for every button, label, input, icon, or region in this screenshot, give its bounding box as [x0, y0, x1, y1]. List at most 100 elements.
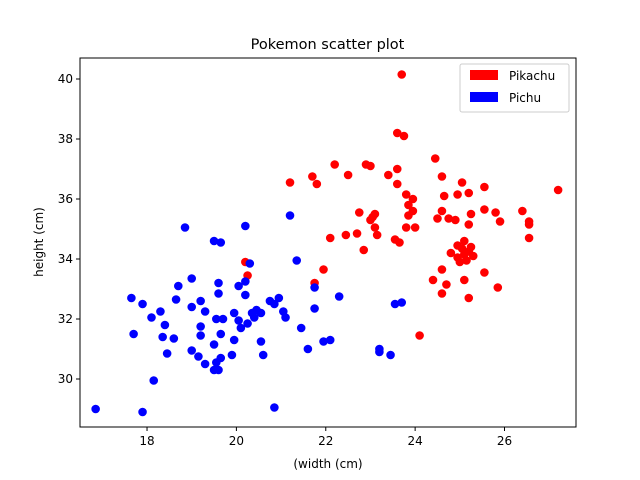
- data-point-pichu: [234, 281, 243, 291]
- data-point-pikachu: [359, 245, 369, 255]
- data-point-pichu: [187, 346, 197, 355]
- data-point-pikachu: [370, 223, 380, 232]
- data-point-pichu: [319, 337, 328, 346]
- data-point-pichu: [200, 307, 210, 316]
- y-tick-label: 36: [58, 192, 73, 206]
- data-point-pichu: [397, 298, 407, 307]
- data-point-pikachu: [330, 160, 340, 169]
- data-point-pikachu: [392, 179, 402, 189]
- data-point-pichu: [209, 340, 219, 349]
- data-point-pichu: [274, 293, 284, 303]
- data-point-pichu: [227, 350, 237, 360]
- data-point-pichu: [127, 293, 136, 303]
- data-point-pikachu: [518, 206, 527, 216]
- data-point-pichu: [160, 320, 170, 330]
- data-point-pikachu: [392, 164, 402, 174]
- data-point-pichu: [243, 319, 252, 328]
- data-point-pichu: [214, 278, 223, 288]
- data-point-pichu: [147, 313, 156, 322]
- data-point-pichu: [258, 350, 268, 360]
- data-point-pikachu: [459, 236, 469, 246]
- data-point-pikachu: [285, 178, 295, 187]
- x-axis: 18 20 22 24 26: [139, 427, 512, 448]
- data-point-pichu: [234, 316, 243, 325]
- x-tick-label: 18: [139, 434, 154, 448]
- data-point-pikachu: [466, 209, 476, 219]
- x-axis-label: (width (cm): [293, 457, 362, 471]
- data-point-pikachu: [457, 178, 467, 187]
- data-point-pikachu: [524, 233, 534, 243]
- y-tick-label: 40: [58, 72, 73, 86]
- data-point-pichu: [149, 376, 159, 385]
- data-point-pikachu: [480, 182, 489, 192]
- data-point-pichu: [375, 347, 384, 357]
- data-point-pichu: [211, 314, 221, 324]
- data-point-pikachu: [446, 248, 456, 258]
- data-point-pikachu: [366, 161, 375, 171]
- data-point-pikachu: [404, 200, 413, 210]
- data-point-pichu: [218, 314, 228, 324]
- data-point-pikachu: [308, 172, 317, 181]
- x-tick-label: 22: [318, 434, 333, 448]
- data-point-pikachu: [397, 70, 407, 79]
- data-point-pichu: [229, 308, 239, 318]
- x-tick-label: 20: [229, 434, 244, 448]
- x-tick-label: 26: [497, 434, 512, 448]
- data-point-pikachu: [404, 211, 413, 220]
- data-point-pichu: [169, 334, 179, 343]
- data-point-pichu: [334, 292, 344, 301]
- data-point-pikachu: [464, 293, 474, 303]
- data-point-pichu: [216, 238, 226, 247]
- data-point-pikachu: [366, 215, 375, 225]
- data-point-pichu: [292, 256, 302, 265]
- data-point-pikachu: [395, 238, 404, 247]
- data-point-pikachu: [384, 170, 393, 180]
- data-point-pichu: [138, 407, 147, 417]
- data-point-pikachu: [437, 172, 447, 181]
- data-point-pikachu: [464, 220, 474, 229]
- data-point-pikachu: [524, 220, 534, 229]
- data-point-pichu: [241, 290, 250, 300]
- legend-label-pikachu: Pikachu: [509, 69, 555, 83]
- data-point-pikachu: [312, 179, 322, 189]
- data-point-pichu: [209, 236, 219, 246]
- data-point-pikachu: [493, 283, 503, 292]
- data-point-pikachu: [451, 215, 460, 225]
- data-point-pikachu: [401, 190, 411, 199]
- data-point-pikachu: [428, 275, 438, 285]
- legend: Pikachu Pichu: [459, 63, 570, 113]
- data-point-pichu: [129, 329, 138, 339]
- data-point-pikachu: [437, 289, 447, 298]
- data-point-pichu: [285, 211, 295, 220]
- data-point-pikachu: [399, 131, 409, 141]
- data-point-pichu: [325, 335, 335, 345]
- data-point-pikachu: [408, 194, 418, 204]
- data-point-pichu: [256, 308, 266, 318]
- data-point-pichu: [310, 283, 319, 292]
- data-point-pikachu: [401, 223, 411, 232]
- legend-swatch-pikachu: [470, 70, 498, 80]
- data-point-pichu: [241, 277, 250, 286]
- data-point-pichu: [249, 313, 259, 322]
- data-point-pichu: [241, 221, 250, 231]
- data-point-pichu: [171, 295, 181, 304]
- data-point-pichu: [310, 304, 319, 313]
- data-point-pichu: [390, 299, 400, 309]
- data-point-pikachu: [480, 268, 489, 277]
- data-point-pikachu: [354, 208, 364, 217]
- data-point-pichu: [194, 352, 203, 361]
- y-tick-label: 30: [58, 372, 73, 386]
- chart-title: Pokemon scatter plot: [251, 37, 405, 53]
- data-point-pichu: [216, 329, 226, 339]
- data-point-pikachu: [437, 206, 447, 216]
- legend-label-pichu: Pichu: [509, 91, 541, 105]
- data-point-pikachu: [410, 223, 420, 232]
- data-point-pikachu: [442, 280, 451, 289]
- data-point-pikachu: [480, 205, 489, 214]
- data-point-pichu: [187, 274, 197, 283]
- data-point-pikachu: [372, 230, 382, 240]
- data-point-pikachu: [444, 214, 453, 223]
- y-axis: 30 32 34 36 38 40: [58, 72, 80, 386]
- y-tick-label: 38: [58, 132, 73, 146]
